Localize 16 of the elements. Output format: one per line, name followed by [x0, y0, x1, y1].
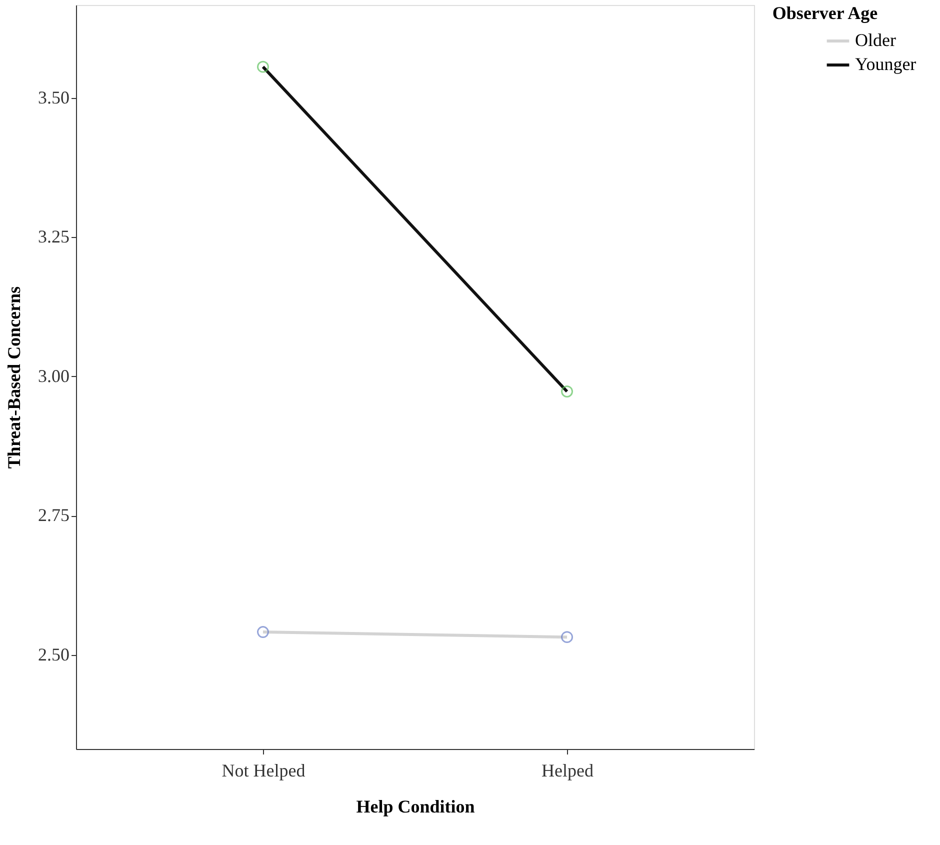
y-tick-label: 3.50	[38, 88, 70, 108]
x-tick-label: Helped	[542, 760, 594, 780]
y-tick-label: 3.00	[38, 366, 70, 386]
legend-title: Observer Age	[772, 3, 878, 23]
y-tick-label: 3.25	[38, 226, 70, 247]
point	[561, 385, 574, 398]
y-tick-label: 2.75	[38, 505, 70, 526]
y-tick-label: 2.50	[38, 644, 70, 664]
point	[256, 60, 269, 73]
y-axis-title: Threat-Based Concerns	[4, 286, 24, 469]
point	[256, 626, 269, 638]
x-axis-title: Help Condition	[356, 796, 475, 816]
point	[561, 631, 574, 644]
legend-label: Older	[855, 30, 896, 50]
x-tick-label: Not Helped	[222, 760, 306, 780]
legend-label: Younger	[855, 54, 916, 74]
